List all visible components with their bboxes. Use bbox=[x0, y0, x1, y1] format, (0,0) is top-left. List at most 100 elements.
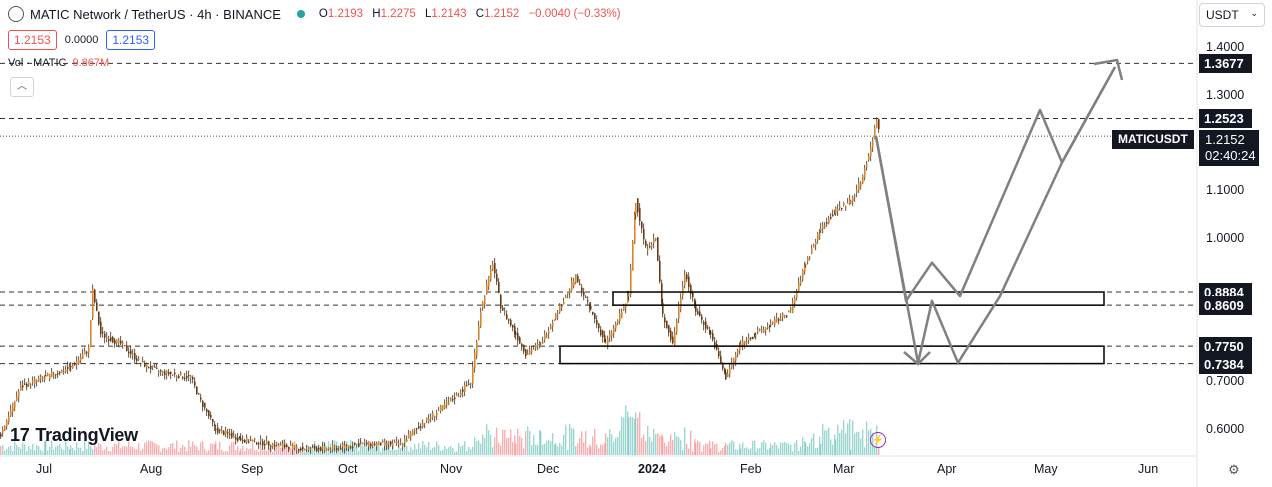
support-zones[interactable] bbox=[559, 291, 1105, 365]
settings-gear-icon[interactable]: ⚙ bbox=[1228, 462, 1240, 477]
volume-bar bbox=[94, 444, 96, 455]
candle-body bbox=[223, 431, 225, 435]
volume-bar bbox=[180, 447, 182, 455]
candle-body bbox=[8, 416, 10, 423]
volume-bar bbox=[755, 451, 757, 455]
candle-body bbox=[657, 237, 659, 261]
volume-bar bbox=[418, 443, 420, 455]
candle-body bbox=[462, 389, 464, 392]
volume-bar bbox=[436, 441, 438, 455]
volume-bar bbox=[215, 441, 217, 455]
candle-body bbox=[221, 430, 223, 434]
volume-bar bbox=[569, 423, 571, 455]
candle-body bbox=[841, 207, 843, 209]
candle-body bbox=[108, 339, 110, 341]
candle-body bbox=[852, 196, 854, 202]
volume-bar bbox=[676, 436, 678, 455]
candle-body bbox=[744, 340, 746, 344]
candle-body bbox=[815, 241, 817, 246]
candle-body bbox=[34, 379, 36, 384]
volume-bar bbox=[811, 437, 813, 455]
volume-bar bbox=[472, 446, 474, 455]
sell-price-button[interactable]: 1.2153 bbox=[8, 30, 57, 50]
volume-bar bbox=[286, 444, 288, 455]
candle-body bbox=[480, 312, 482, 327]
candle-body bbox=[122, 342, 124, 344]
x-tick-label: Jul bbox=[36, 462, 52, 476]
candle-body bbox=[688, 276, 690, 288]
candle-body bbox=[701, 316, 703, 320]
volume-bar bbox=[65, 440, 67, 455]
volume-bar bbox=[394, 449, 396, 455]
candle-body bbox=[577, 275, 579, 282]
candle-body bbox=[496, 274, 498, 282]
candle-body bbox=[404, 439, 406, 443]
candle-body bbox=[670, 330, 672, 340]
volume-bar bbox=[707, 443, 709, 455]
volume-bar bbox=[438, 445, 440, 455]
volume-bar bbox=[176, 440, 178, 455]
volume-bar bbox=[521, 437, 523, 455]
volume-bar bbox=[6, 449, 8, 455]
buy-price-button[interactable]: 1.2153 bbox=[106, 30, 156, 50]
volume-bar bbox=[598, 448, 600, 455]
event-marker-icon[interactable]: ⚡ bbox=[870, 432, 886, 448]
candle-body bbox=[408, 434, 410, 439]
volume-bar bbox=[661, 434, 663, 455]
candle-body bbox=[76, 361, 78, 365]
candle-body bbox=[542, 341, 544, 344]
tradingview-logo[interactable]: 17 TradingView bbox=[10, 425, 138, 446]
volume-bar bbox=[780, 442, 782, 455]
volume-bar bbox=[792, 451, 794, 455]
volume-bar bbox=[480, 443, 482, 455]
volume-bar bbox=[527, 426, 529, 455]
volume-value: 9.867M bbox=[72, 57, 110, 69]
candle-body bbox=[615, 323, 617, 329]
candle-body bbox=[354, 442, 356, 445]
candle-body bbox=[424, 423, 426, 425]
volume-bar bbox=[809, 443, 811, 455]
candle-body bbox=[380, 442, 382, 446]
trade-boxes: 1.2153 0.0000 1.2153 bbox=[8, 30, 156, 50]
volume-bar bbox=[406, 445, 408, 455]
projection-drawing[interactable] bbox=[874, 58, 1124, 366]
volume-bars bbox=[0, 405, 880, 455]
volume-bar bbox=[639, 411, 641, 455]
candle-body bbox=[194, 381, 196, 386]
symbol-title[interactable]: MATIC Network / TetherUS · 4h · BINANCE bbox=[30, 6, 281, 22]
volume-bar bbox=[630, 416, 632, 455]
volume-bar bbox=[450, 445, 452, 455]
collapse-legend-icon[interactable]: ︿ bbox=[10, 77, 34, 97]
candle-body bbox=[639, 208, 641, 222]
candle-body bbox=[514, 326, 516, 334]
y-tick-label: 1.0000 bbox=[1206, 230, 1245, 245]
candle-body bbox=[611, 333, 613, 336]
volume-bar bbox=[126, 446, 128, 455]
volume-bar bbox=[32, 443, 34, 455]
volume-bar bbox=[573, 428, 575, 455]
volume-bar bbox=[206, 451, 208, 455]
candle-body bbox=[22, 385, 24, 388]
candle-body bbox=[809, 256, 811, 258]
volume-legend[interactable]: Vol · MATIC 9.867M bbox=[8, 57, 109, 69]
volume-bar bbox=[198, 450, 200, 455]
candle-body bbox=[398, 443, 400, 445]
volume-bar bbox=[470, 449, 472, 455]
volume-bar bbox=[168, 447, 170, 455]
candle-body bbox=[694, 301, 696, 307]
candle-body bbox=[388, 442, 390, 444]
volume-bar bbox=[531, 445, 533, 455]
candle-body bbox=[739, 345, 741, 351]
horizontal-levels bbox=[0, 62, 1197, 365]
volume-bar bbox=[63, 449, 65, 455]
candle-body bbox=[519, 337, 521, 344]
candle-body bbox=[264, 444, 266, 446]
volume-bar bbox=[40, 449, 42, 455]
currency-select[interactable]: USDT ⌄ bbox=[1199, 3, 1265, 27]
volume-bar bbox=[813, 433, 815, 455]
volume-bar bbox=[874, 446, 876, 455]
candle-body bbox=[735, 354, 737, 361]
projection-path bbox=[874, 66, 1117, 303]
volume-bar bbox=[847, 423, 849, 455]
